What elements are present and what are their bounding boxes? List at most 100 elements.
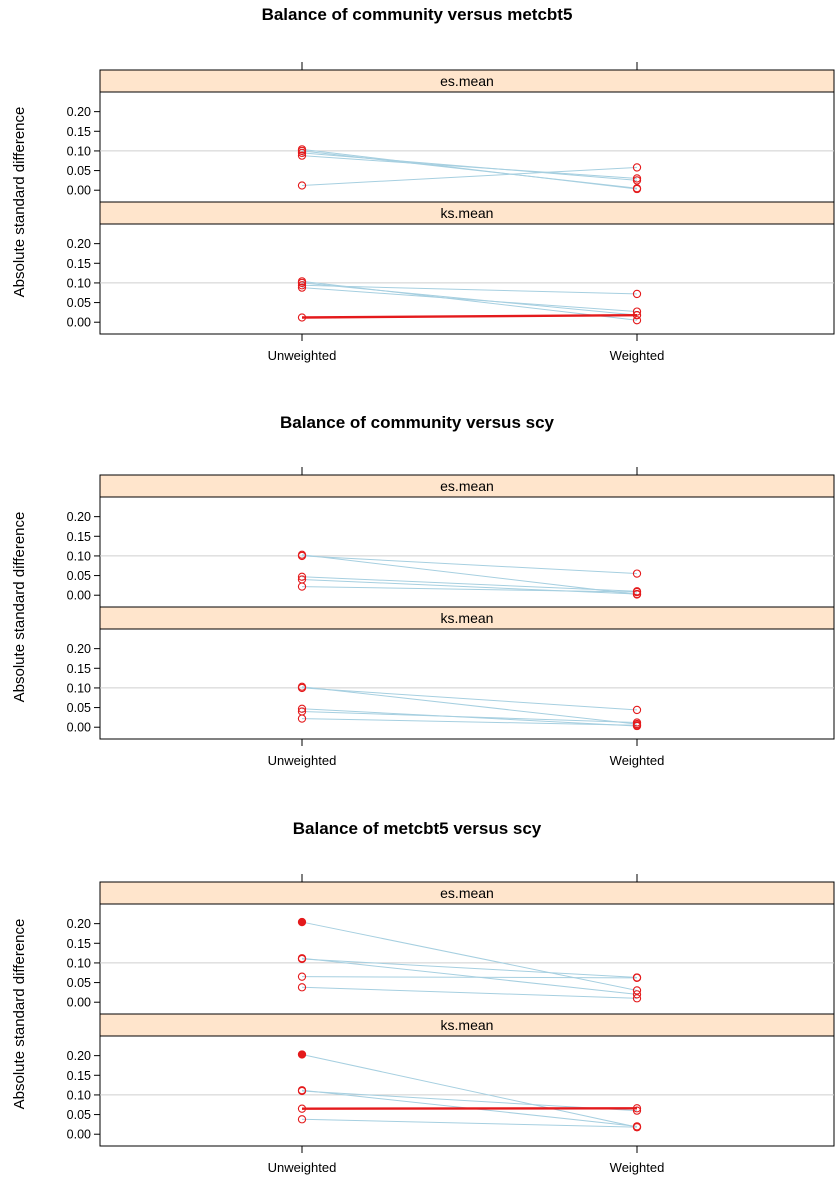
data-point xyxy=(297,972,307,981)
series-line xyxy=(301,708,638,727)
x-category-label: Unweighted xyxy=(268,348,337,363)
y-tick-label: 0.00 xyxy=(67,996,91,1010)
y-tick-label: 0.10 xyxy=(67,276,91,290)
data-point xyxy=(632,289,642,299)
chart-1: Balance of community versus scy es.mean 0.… xyxy=(11,413,835,768)
series-line xyxy=(301,921,638,991)
y-tick-label: 0.20 xyxy=(67,237,91,251)
panel-strip-label: es.mean xyxy=(440,885,494,901)
data-point xyxy=(632,1106,642,1115)
data-point xyxy=(632,705,642,715)
data-point xyxy=(632,310,642,320)
data-point xyxy=(297,983,307,992)
data-point xyxy=(632,994,642,1003)
panel-plot-area xyxy=(99,1035,835,1147)
data-point xyxy=(297,281,307,290)
panel-strip-label: es.mean xyxy=(440,73,494,89)
y-tick-label: 0.05 xyxy=(67,569,91,583)
y-tick-label: 0.15 xyxy=(67,530,91,544)
y-tick-label: 0.00 xyxy=(67,1128,91,1142)
y-tick-label: 0.10 xyxy=(67,681,91,695)
y-axis-label: Absolute standard difference xyxy=(11,107,28,298)
y-tick-label: 0.20 xyxy=(67,510,91,524)
y-tick-label: 0.00 xyxy=(67,316,91,330)
y-tick-label: 0.05 xyxy=(67,296,91,310)
y-tick-label: 0.05 xyxy=(67,164,91,178)
series-line xyxy=(301,1053,638,1128)
data-point xyxy=(632,184,642,194)
data-point xyxy=(297,151,307,160)
series-line xyxy=(301,986,638,999)
panel-strip-label: ks.mean xyxy=(441,205,494,221)
y-tick-label: 0.00 xyxy=(67,589,91,603)
data-point xyxy=(632,569,642,578)
data-point xyxy=(297,704,307,713)
data-point xyxy=(632,719,642,729)
series-line xyxy=(301,718,638,726)
series-line xyxy=(301,957,638,995)
series-line xyxy=(301,576,638,592)
series-line xyxy=(301,280,638,321)
y-tick-label: 0.15 xyxy=(67,662,91,676)
chart-2: Balance of metcbt5 versus scy es.mean 0.00… xyxy=(11,819,835,1175)
y-tick-label: 0.10 xyxy=(67,1088,91,1102)
y-tick-label: 0.20 xyxy=(67,642,91,656)
data-point xyxy=(297,1104,307,1113)
data-point xyxy=(297,313,307,322)
y-tick-label: 0.15 xyxy=(67,1069,91,1083)
data-point xyxy=(632,316,642,325)
data-point xyxy=(632,990,642,999)
panel-plot-area xyxy=(99,628,835,740)
data-point xyxy=(632,973,642,982)
panel-plot-area xyxy=(99,91,835,203)
chart-title: Balance of community versus scy xyxy=(280,413,555,432)
series-line xyxy=(301,555,638,575)
data-point xyxy=(632,1122,642,1132)
panel-strip-label: es.mean xyxy=(440,478,494,494)
y-tick-label: 0.05 xyxy=(67,701,91,715)
data-point xyxy=(297,707,307,716)
series-line xyxy=(301,976,638,979)
y-axis-label: Absolute standard difference xyxy=(11,919,28,1110)
data-point xyxy=(297,550,307,559)
data-point-filled xyxy=(297,917,307,927)
x-category-label: Unweighted xyxy=(268,753,337,768)
y-tick-label: 0.10 xyxy=(67,144,91,158)
x-category-label: Weighted xyxy=(610,753,665,768)
data-point xyxy=(297,145,307,154)
y-tick-label: 0.15 xyxy=(67,257,91,271)
series-line xyxy=(301,284,638,295)
data-point xyxy=(632,307,642,316)
y-tick-label: 0.10 xyxy=(67,956,91,970)
panel-strip-label: ks.mean xyxy=(441,1017,494,1033)
series-line xyxy=(301,687,638,711)
y-tick-label: 0.00 xyxy=(67,721,91,735)
y-tick-label: 0.20 xyxy=(67,917,91,931)
data-point xyxy=(632,590,642,599)
data-point xyxy=(297,682,307,691)
data-point xyxy=(632,163,642,172)
data-point xyxy=(632,986,642,995)
data-point xyxy=(297,1086,307,1095)
data-point-filled xyxy=(297,1050,307,1059)
chart-0: Balance of community versus metcbt5 es.me… xyxy=(11,5,835,363)
data-point xyxy=(297,575,307,584)
data-point xyxy=(297,283,307,292)
panel-plot-area xyxy=(99,903,835,1015)
data-point xyxy=(297,277,307,286)
y-tick-label: 0.00 xyxy=(67,184,91,198)
series-line xyxy=(301,958,638,978)
data-point xyxy=(297,181,307,190)
y-tick-label: 0.05 xyxy=(67,976,91,990)
data-point xyxy=(297,1115,307,1124)
x-category-label: Unweighted xyxy=(268,1160,337,1175)
series-line xyxy=(301,287,638,313)
data-point xyxy=(297,954,307,963)
series-line xyxy=(301,148,638,190)
series-line-highlight xyxy=(301,313,638,319)
series-line xyxy=(301,579,638,595)
x-category-label: Weighted xyxy=(610,348,665,363)
series-line xyxy=(301,554,638,595)
panel-strip-label: ks.mean xyxy=(441,610,494,626)
